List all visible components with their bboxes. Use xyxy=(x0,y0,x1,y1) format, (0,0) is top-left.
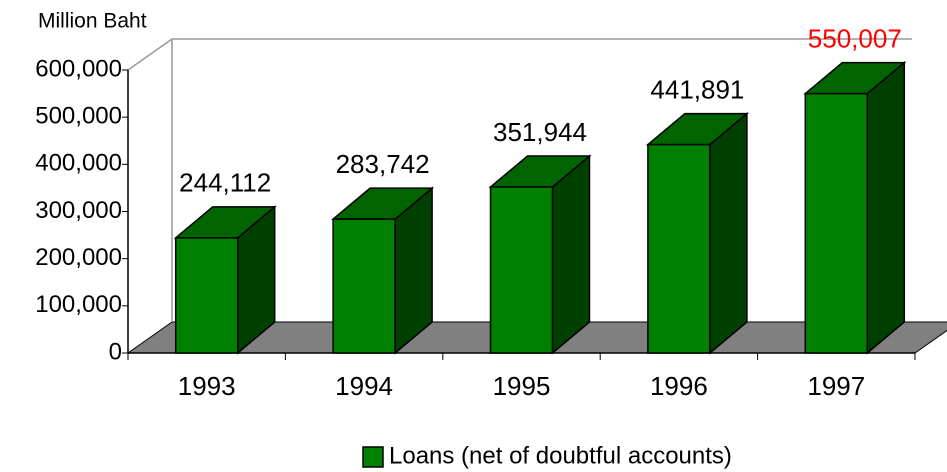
bar xyxy=(645,111,749,355)
y-axis-label: Million Baht xyxy=(38,10,147,33)
y-tick-label: 200,000 xyxy=(35,244,122,271)
bar xyxy=(173,205,277,355)
legend-label: Loans (net of doubtful accounts) xyxy=(389,442,732,469)
y-tick-label: 400,000 xyxy=(35,150,122,177)
y-tick-label: 600,000 xyxy=(35,55,122,82)
bar xyxy=(488,154,592,355)
bar-front xyxy=(804,92,869,354)
value-label: 244,112 xyxy=(179,168,271,198)
back-wall xyxy=(127,38,912,71)
value-label: 351,944 xyxy=(493,117,587,147)
value-label: 550,007 xyxy=(808,23,902,53)
bar-front xyxy=(489,186,554,354)
x-tick-label: 1997 xyxy=(807,371,865,401)
bar xyxy=(803,60,907,355)
bar-front xyxy=(647,143,711,354)
bar-side xyxy=(551,154,591,355)
value-label: 441,891 xyxy=(650,74,744,104)
bar-side xyxy=(866,60,906,355)
y-tick-label: 100,000 xyxy=(35,291,122,318)
y-tick-label: 500,000 xyxy=(35,103,122,130)
x-tick-label: 1993 xyxy=(178,371,236,401)
bar-front xyxy=(174,237,239,354)
bar-front xyxy=(332,218,396,354)
x-tick-label: 1996 xyxy=(650,371,708,401)
bar-side xyxy=(709,111,748,355)
y-tick-label: 300,000 xyxy=(35,197,122,224)
legend-swatch xyxy=(362,446,384,468)
x-tick-label: 1994 xyxy=(335,371,393,401)
y-tick-label: 0 xyxy=(109,338,122,365)
value-label: 283,742 xyxy=(336,149,430,179)
bar xyxy=(331,186,435,355)
x-tick-label: 1995 xyxy=(493,371,551,401)
